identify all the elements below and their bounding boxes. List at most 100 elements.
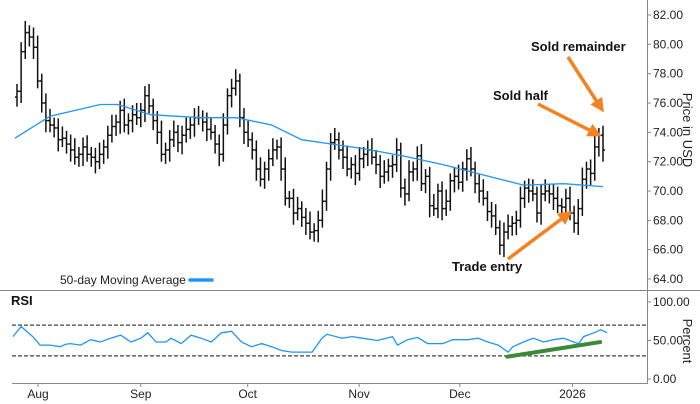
price-bar	[547, 183, 552, 204]
rsi-levels	[12, 324, 647, 357]
price-bar	[501, 222, 506, 257]
price-bar	[378, 155, 383, 189]
price-bar	[114, 114, 119, 136]
price-bar	[308, 211, 312, 240]
price-bar	[138, 103, 143, 128]
price-bar	[246, 120, 251, 147]
price-bar	[518, 186, 523, 228]
price-bar	[204, 112, 209, 142]
price-bar	[266, 149, 271, 181]
annotation-sold-half: Sold half	[493, 88, 549, 103]
price-bar	[551, 184, 556, 211]
time-tick-label: Sep	[130, 387, 152, 401]
price-bar	[105, 125, 110, 159]
price-tick-label: 74.00	[653, 125, 683, 139]
time-tick-label: Dec	[449, 387, 470, 401]
price-bar	[217, 134, 222, 167]
price-bar	[233, 69, 238, 96]
price-bar	[402, 178, 407, 206]
price-bar	[147, 83, 152, 114]
price-bar	[196, 105, 201, 125]
price-tick-label: 76.00	[653, 96, 683, 110]
price-bar	[506, 214, 511, 240]
price-axis-label: Price in USD	[680, 93, 695, 167]
price-bar	[299, 201, 304, 227]
price-bar	[493, 204, 498, 235]
price-axis: 82.00 80.00 78.00 76.00 74.00 72.00 70.00 68.00…	[647, 8, 683, 286]
price-bar	[510, 215, 515, 236]
price-bar	[97, 142, 102, 169]
price-bar	[208, 117, 213, 140]
annotations: Sold remainder Sold half Trade entry	[452, 39, 626, 274]
price-bar	[291, 188, 296, 225]
rsi-tick-label: 0.00	[653, 372, 677, 386]
price-bar	[444, 189, 449, 216]
price-bar	[167, 130, 172, 162]
price-bar	[543, 179, 548, 202]
price-tick-label: 64.00	[653, 272, 683, 286]
price-bar	[423, 169, 428, 194]
price-bar	[76, 147, 81, 167]
price-bar	[477, 174, 482, 203]
price-bar	[584, 161, 589, 189]
price-bar	[39, 73, 44, 113]
price-bar	[497, 220, 502, 255]
price-bar	[101, 139, 106, 164]
rsi-axis: 100.00 50.00 0.00	[647, 295, 690, 386]
price-bar	[361, 147, 366, 169]
price-tick-label: 78.00	[653, 67, 683, 81]
price-bar	[221, 113, 226, 162]
annotation-sold-remainder: Sold remainder	[531, 39, 626, 54]
price-bar	[559, 198, 564, 217]
price-bar	[262, 161, 267, 189]
price-bar	[345, 145, 350, 177]
price-bar	[81, 137, 86, 167]
price-bar	[126, 113, 131, 135]
price-bar	[93, 147, 98, 174]
time-tick-label: Oct	[238, 387, 257, 401]
price-bar	[489, 202, 494, 228]
price-bar	[163, 142, 168, 164]
price-bar	[576, 199, 581, 235]
price-bar	[539, 184, 544, 225]
time-tick-label: Nov	[348, 387, 369, 401]
rsi-trendline	[505, 340, 603, 359]
price-bar	[155, 111, 160, 145]
price-bar	[328, 133, 333, 181]
price-bar	[427, 166, 432, 218]
price-bar	[440, 181, 445, 221]
price-bar	[415, 146, 420, 181]
price-bar	[448, 173, 453, 211]
arrow-trade-entry	[506, 210, 573, 261]
price-bar	[283, 157, 288, 206]
rsi-line	[12, 325, 608, 353]
price-bar	[588, 159, 593, 186]
price-bar	[274, 139, 279, 160]
price-bar	[225, 88, 230, 135]
price-bar	[118, 100, 123, 134]
price-bar	[303, 207, 308, 235]
price-bar	[254, 140, 259, 181]
price-bar	[452, 166, 457, 193]
price-bar	[349, 157, 354, 179]
price-bar	[460, 161, 465, 192]
price-bar	[229, 78, 234, 108]
price-bar	[534, 186, 539, 223]
price-bar	[369, 138, 374, 165]
price-bar	[555, 186, 560, 213]
price-bar	[31, 27, 36, 59]
rsi-title: RSI	[11, 293, 33, 308]
price-bar	[192, 108, 197, 137]
price-bars	[15, 20, 605, 257]
price-bar	[109, 114, 114, 143]
price-bar	[485, 191, 490, 222]
price-bar	[15, 83, 19, 107]
price-bar	[48, 108, 53, 133]
price-bar	[23, 20, 28, 59]
price-bar	[357, 147, 362, 181]
price-bar	[365, 140, 370, 167]
price-bar	[324, 161, 329, 211]
price-bar	[572, 205, 577, 233]
moving-average-line	[14, 103, 604, 188]
